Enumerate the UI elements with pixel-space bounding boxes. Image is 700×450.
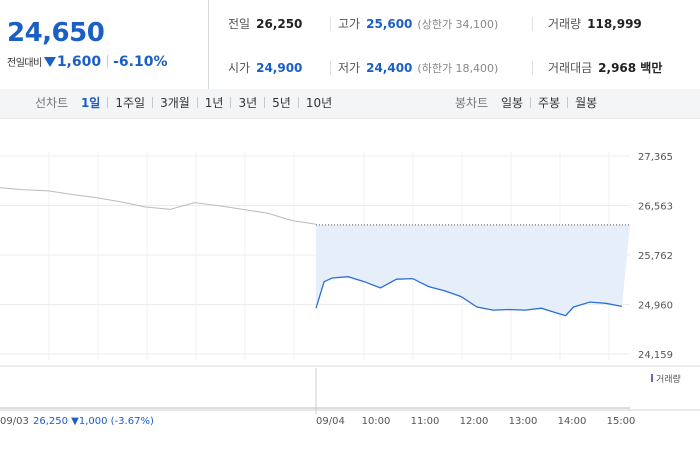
divider (264, 97, 266, 108)
stat-value: 24,400 (366, 61, 413, 75)
tab-5-years[interactable]: 5년 (272, 96, 291, 110)
current-price: 24,650 (7, 18, 105, 48)
y-tick-label: 26,563 (638, 202, 673, 213)
candle-chart-label: 봉차트 (455, 96, 489, 110)
y-tick-label: 27,365 (638, 152, 673, 163)
tab-1-week[interactable]: 1주일 (115, 96, 146, 110)
today-fill-area (316, 224, 630, 316)
stat-label: 전일 (228, 17, 251, 31)
stat-volume: 거래량 118,999 (548, 15, 642, 32)
y-tick-label: 24,960 (638, 301, 673, 312)
tab-daily-candle[interactable]: 일봉 (500, 96, 524, 110)
line-chart-tabs: 선차트 1일 1주일 3개월 1년 3년 5년 10년 (35, 89, 333, 118)
change-row: 전일대비 1,600 -6.10% (7, 54, 168, 70)
stat-value: 25,600 (366, 17, 413, 31)
x-tick-label: 14:00 (558, 416, 587, 427)
stat-value: 118,999 (587, 17, 642, 31)
stat-label: 고가 (338, 17, 361, 31)
stat-amount: 거래대금 2,968 백만 (548, 59, 662, 76)
stat-label: 거래량 (548, 17, 582, 31)
x-tick-label: 10:00 (362, 416, 391, 427)
price-summary: 24,650 전일대비 1,600 -6.10% (0, 0, 209, 89)
divider (567, 97, 569, 108)
stat-prev-close: 전일 26,250 (228, 15, 302, 32)
volume-legend-label: 거래량 (656, 373, 681, 385)
change-percent: -6.10% (113, 54, 168, 70)
down-triangle-icon (43, 57, 56, 67)
upper-limit: (상한가 34,100) (417, 18, 499, 31)
stat-value: 26,250 (256, 17, 303, 31)
lower-limit: (하한가 18,400) (417, 62, 499, 75)
candle-chart-tabs: 봉차트 일봉 주봉 월봉 (455, 89, 598, 118)
tab-1-year[interactable]: 1년 (204, 96, 224, 110)
x-tick-label-today: 09/04 (316, 416, 345, 427)
price-chart[interactable]: 27,365 26,563 25,762 24,960 24,159 거래량 09/03 26… (0, 118, 700, 450)
tab-3-years[interactable]: 3년 (238, 96, 258, 110)
divider (330, 17, 331, 31)
series-line-prev-day (0, 187, 317, 225)
stat-open: 시가 24,900 (228, 59, 302, 76)
divider (107, 55, 109, 68)
y-tick-label: 24,159 (638, 350, 673, 361)
divider (530, 97, 532, 108)
tab-1-day[interactable]: 1일 (80, 96, 101, 110)
x-tick-label: 12:00 (460, 416, 489, 427)
tab-weekly-candle[interactable]: 주봉 (538, 96, 561, 110)
divider (107, 97, 109, 108)
stat-low: 저가 24,400 (하한가 18,400) (338, 59, 498, 76)
stat-value: 24,900 (256, 61, 303, 75)
y-tick-label: 25,762 (638, 251, 673, 262)
divider (297, 97, 299, 108)
change-amount: 1,600 (56, 54, 102, 70)
quote-header: 24,650 전일대비 1,600 -6.10% 전일 26,250 고가 25,600… (0, 0, 700, 90)
x-tick-label: 11:00 (411, 416, 440, 427)
stat-high: 고가 25,600 (상한가 34,100) (338, 15, 498, 32)
series-line-today (315, 276, 623, 317)
tab-monthly-candle[interactable]: 월봉 (575, 96, 598, 110)
divider (152, 97, 154, 108)
prev-day-info: 26,250 ▼1,000 (-3.67%) (33, 416, 154, 427)
stat-label: 시가 (228, 61, 251, 75)
change-label: 전일대비 (7, 58, 42, 69)
chart-period-tabs: 선차트 1일 1주일 3개월 1년 3년 5년 10년 봉차트 일봉 주봉 월봉 (0, 89, 700, 119)
x-tick-label: 15:00 (607, 416, 636, 427)
tab-10-years[interactable]: 10년 (305, 96, 333, 110)
divider (230, 97, 232, 108)
stat-label: 거래대금 (548, 61, 593, 75)
divider (330, 61, 331, 75)
tab-3-months[interactable]: 3개월 (160, 96, 190, 110)
x-tick-label: 13:00 (509, 416, 538, 427)
volume-legend-swatch (651, 374, 653, 382)
quote-stats: 전일 26,250 고가 25,600 (상한가 34,100) 거래량 118,999… (209, 0, 700, 89)
divider (532, 61, 533, 75)
divider (196, 97, 198, 108)
stat-value: 2,968 백만 (598, 61, 663, 75)
stat-label: 저가 (338, 61, 361, 75)
divider (532, 17, 533, 31)
x-tick-label-prev-day: 09/03 (0, 416, 29, 427)
line-chart-label: 선차트 (35, 96, 69, 110)
